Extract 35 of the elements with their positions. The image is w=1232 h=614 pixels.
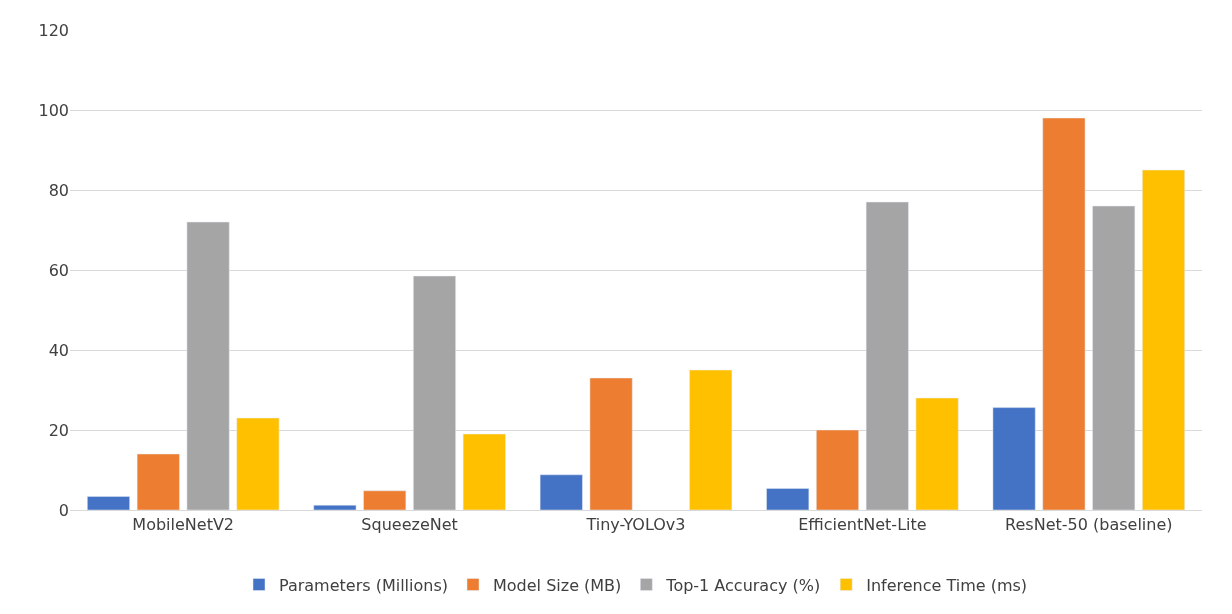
x-tick-label: Tiny-YOLOv3 [585, 515, 686, 535]
bar [236, 417, 280, 510]
bar [1042, 117, 1086, 510]
bar [136, 453, 180, 510]
x-tick-label: MobileNetV2 [132, 515, 235, 535]
bar [689, 369, 733, 510]
y-tick-label: 20 [48, 420, 69, 440]
bar [1142, 169, 1185, 510]
bar [186, 221, 230, 510]
bar [313, 504, 357, 510]
bar [539, 474, 583, 510]
bar [589, 377, 633, 510]
y-tick-label: 0 [58, 500, 69, 520]
y-tick-label: 80 [48, 180, 69, 200]
x-tick-label: SqueezeNet [361, 515, 458, 535]
x-tick-label: ResNet-50 (baseline) [1005, 515, 1173, 535]
legend-label: Top-1 Accuracy (%) [665, 575, 821, 595]
x-tick-label: EfficientNet-Lite [798, 515, 927, 535]
y-tick-label: 60 [48, 260, 69, 280]
bar [816, 429, 859, 510]
bar [1092, 205, 1136, 510]
bar [865, 201, 909, 510]
bar [363, 490, 407, 510]
legend-label: Model Size (MB) [493, 575, 622, 595]
bar [915, 397, 959, 510]
bar [992, 407, 1036, 510]
y-tick-label: 40 [48, 340, 69, 360]
bar [413, 275, 456, 510]
bar [87, 496, 130, 510]
bar [766, 488, 810, 510]
bar [462, 433, 506, 510]
y-tick-label: 120 [38, 20, 69, 40]
y-tick-label: 100 [38, 100, 69, 120]
legend-label: Parameters (Millions) [279, 575, 448, 595]
legend-label: Inference Time (ms) [866, 575, 1028, 595]
